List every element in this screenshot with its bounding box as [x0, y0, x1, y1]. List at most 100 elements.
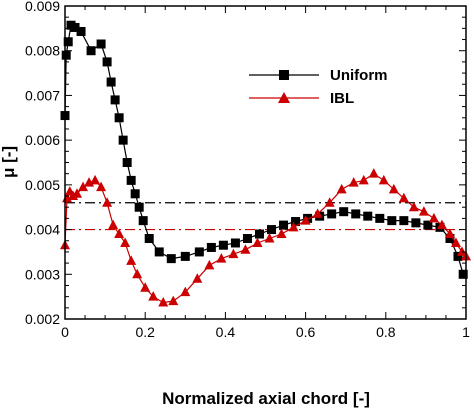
- data-point-ibl: [78, 181, 89, 192]
- data-point-uniform: [180, 251, 190, 261]
- data-point-uniform: [218, 240, 228, 250]
- y-tick-label: 0.006: [25, 132, 60, 148]
- reference-lines: [65, 202, 466, 231]
- data-point-ibl: [126, 255, 137, 265]
- data-point-uniform: [106, 77, 116, 87]
- data-point-uniform: [118, 135, 128, 145]
- y-tick-label: 0.004: [25, 222, 60, 238]
- data-point-ibl: [408, 201, 419, 212]
- data-point-uniform: [242, 234, 252, 244]
- ticks-layer: [64, 5, 467, 320]
- series-layer: [60, 20, 471, 307]
- data-point-uniform: [291, 217, 301, 227]
- x-tick-label: 0.2: [135, 324, 155, 340]
- data-point-uniform: [387, 216, 397, 226]
- y-tick-label: 0.005: [25, 177, 60, 193]
- data-point-uniform: [303, 213, 313, 223]
- legend: Uniform IBL: [249, 67, 388, 107]
- data-point-uniform: [411, 218, 421, 228]
- data-point-ibl: [398, 192, 409, 203]
- data-point-uniform: [126, 175, 136, 185]
- data-point-uniform: [70, 22, 80, 32]
- data-point-uniform: [76, 26, 86, 36]
- data-point-ibl: [168, 295, 179, 306]
- data-point-uniform: [138, 216, 148, 226]
- data-point-ibl: [240, 244, 251, 254]
- data-point-ibl: [450, 237, 461, 247]
- data-point-uniform: [206, 242, 216, 252]
- data-point-uniform: [194, 247, 204, 257]
- data-point-uniform: [86, 46, 96, 56]
- data-point-ibl: [120, 237, 131, 247]
- data-point-uniform: [453, 251, 463, 261]
- x-tick-label: 0.4: [216, 324, 236, 340]
- data-point-uniform: [375, 213, 385, 223]
- data-point-ibl: [228, 248, 239, 259]
- data-point-ibl: [180, 286, 191, 297]
- data-point-uniform: [230, 238, 240, 248]
- y-tick-label: 0.002: [25, 311, 60, 327]
- data-point-ibl: [288, 221, 299, 232]
- data-point-uniform: [63, 37, 73, 47]
- data-point-ibl: [436, 219, 447, 230]
- data-point-ibl: [368, 168, 379, 178]
- data-point-ibl: [388, 183, 399, 194]
- x-axis-title: Normalized axial chord [-]: [162, 389, 370, 408]
- data-point-uniform: [351, 209, 361, 219]
- data-point-ibl: [216, 253, 227, 263]
- data-point-ibl: [158, 296, 169, 307]
- data-point-ibl: [72, 188, 83, 198]
- data-point-uniform: [254, 229, 264, 239]
- data-point-ibl: [358, 174, 369, 185]
- data-point-uniform: [339, 207, 349, 217]
- data-point-ibl: [418, 206, 429, 216]
- data-point-uniform: [327, 209, 337, 219]
- data-point-ibl: [108, 219, 119, 230]
- data-point-uniform: [423, 220, 433, 230]
- data-point-ibl: [140, 282, 151, 292]
- x-tick-label: 0.6: [296, 324, 316, 340]
- series-line-uniform: [64, 24, 464, 275]
- data-point-ibl: [312, 208, 323, 218]
- legend-label-uniform: Uniform: [330, 67, 388, 84]
- data-point-uniform: [166, 254, 176, 264]
- data-point-ibl: [300, 215, 311, 225]
- data-point-uniform: [144, 234, 154, 244]
- data-point-ibl: [90, 174, 101, 185]
- data-point-ibl: [204, 259, 215, 270]
- data-point-ibl: [252, 237, 263, 247]
- data-point-uniform: [122, 158, 132, 167]
- data-point-ibl: [348, 177, 359, 187]
- data-point-ibl: [114, 228, 125, 239]
- data-point-uniform: [267, 225, 277, 235]
- y-tick-label: 0.008: [25, 43, 60, 59]
- data-point-ibl: [324, 197, 335, 207]
- data-point-uniform: [154, 247, 164, 257]
- data-point-uniform: [110, 95, 120, 105]
- data-point-ibl: [444, 228, 455, 239]
- y-tick-label: 0.009: [25, 0, 60, 14]
- data-point-ibl: [336, 183, 347, 194]
- data-point-uniform: [102, 57, 112, 67]
- data-point-uniform: [363, 211, 373, 221]
- legend-marker-ibl: [278, 92, 290, 103]
- data-point-ibl: [96, 181, 107, 192]
- y-axis-title: μ [-]: [0, 146, 18, 178]
- data-point-uniform: [114, 113, 124, 123]
- legend-marker-uniform: [279, 70, 289, 80]
- data-point-ibl: [132, 268, 143, 279]
- tick-labels: 0 0.2 0.4 0.6 0.8 1 0.002 0.003 0.004 0.005 0.006 0…: [25, 0, 470, 340]
- data-point-ibl: [102, 197, 113, 207]
- data-point-ibl: [148, 291, 159, 301]
- data-point-uniform: [445, 234, 455, 244]
- data-point-uniform: [96, 39, 106, 49]
- y-tick-label: 0.003: [25, 266, 60, 282]
- data-point-ibl: [264, 233, 275, 243]
- legend-label-ibl: IBL: [330, 90, 354, 107]
- data-point-ibl: [456, 246, 467, 256]
- x-tick-label: 0.8: [376, 324, 396, 340]
- data-point-uniform: [61, 50, 71, 60]
- data-point-uniform: [399, 216, 409, 226]
- data-point-ibl: [192, 273, 203, 283]
